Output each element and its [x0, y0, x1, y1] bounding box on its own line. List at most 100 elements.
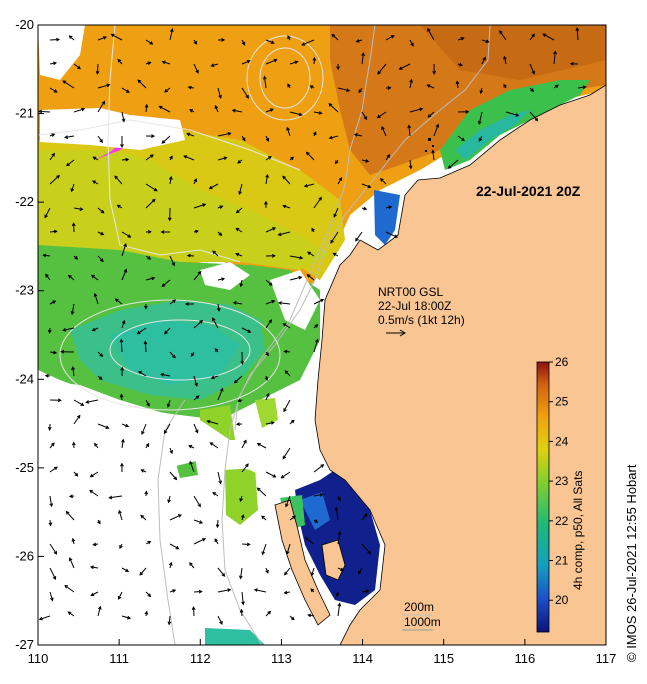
- current-vector: [408, 125, 411, 137]
- current-vector-head: [298, 112, 303, 117]
- current-vector-head: [71, 537, 76, 542]
- current-vector-head: [147, 229, 152, 234]
- current-vector-head: [365, 589, 370, 594]
- current-vector: [265, 39, 274, 44]
- current-vector: [241, 87, 249, 99]
- current-vector: [257, 443, 267, 449]
- current-vector-head: [271, 299, 276, 304]
- current-vector: [89, 490, 99, 497]
- current-vector-head: [44, 373, 49, 378]
- current-vector: [381, 126, 387, 137]
- current-vector-head: [335, 593, 340, 598]
- current-vector: [265, 471, 276, 478]
- current-vector-head: [194, 429, 199, 434]
- current-vector-head: [123, 268, 128, 273]
- current-vector-head: [227, 588, 232, 592]
- current-vector: [64, 585, 75, 593]
- current-vector-head: [239, 283, 244, 288]
- current-vector: [211, 63, 219, 67]
- current-vector-head: [267, 610, 272, 615]
- current-vectors: [38, 27, 587, 626]
- current-vector: [39, 110, 51, 113]
- current-vector-head: [377, 70, 381, 75]
- current-vector-head: [219, 620, 223, 625]
- current-vector-head: [100, 258, 104, 263]
- current-vector: [49, 39, 60, 41]
- y-tick-label: -25: [15, 460, 34, 475]
- current-vector-head: [141, 430, 145, 435]
- current-vector: [73, 415, 81, 425]
- current-vector-head: [90, 592, 95, 597]
- current-vector-head: [379, 177, 384, 182]
- current-vector: [286, 127, 291, 137]
- current-vector-head: [214, 348, 219, 352]
- current-vector: [456, 81, 459, 89]
- y-tick-label: -22: [15, 194, 34, 209]
- current-vector-head: [91, 327, 96, 332]
- colorbar-ticks: 20 21 22 23 24 25 26: [549, 355, 569, 607]
- current-vector-head: [116, 204, 121, 209]
- current-vector-head: [70, 188, 75, 193]
- current-vector-head: [119, 393, 124, 398]
- current-vector-head: [267, 156, 272, 160]
- current-vector-head: [287, 83, 291, 88]
- current-vector: [278, 231, 291, 236]
- current-vector: [265, 279, 273, 286]
- current-legend-time: 22-Jul 18:00Z: [378, 299, 451, 313]
- current-vector-head: [299, 255, 304, 260]
- current-vector-head: [90, 274, 95, 279]
- current-vector-head: [435, 123, 440, 128]
- current-vector: [328, 103, 339, 113]
- current-vector-head: [45, 273, 49, 278]
- current-vector: [286, 543, 291, 554]
- current-vector-head: [340, 567, 345, 571]
- current-vector-head: [170, 28, 174, 33]
- current-vector-head: [328, 135, 333, 140]
- current-vector-head: [216, 307, 221, 312]
- current-vector: [361, 590, 369, 593]
- current-vector: [207, 420, 219, 425]
- current-vector-head: [318, 196, 322, 201]
- current-vector: [313, 197, 322, 209]
- current-vector: [169, 351, 176, 358]
- current-vector: [121, 615, 131, 619]
- current-vector-head: [210, 63, 215, 68]
- current-vector: [114, 175, 123, 185]
- current-vector: [305, 537, 315, 545]
- current-vector-head: [427, 27, 431, 32]
- current-vector: [121, 269, 127, 281]
- current-vector-head: [199, 319, 204, 324]
- current-vector-head: [172, 354, 176, 359]
- current-vector-head: [189, 460, 193, 465]
- current-vector-head: [268, 282, 273, 286]
- current-vector-head: [143, 340, 148, 345]
- colorbar-tick-label: 21: [555, 554, 569, 568]
- current-vector-head: [292, 515, 297, 520]
- current-vector-head: [367, 550, 372, 555]
- current-vector-head: [272, 474, 277, 478]
- current-vector: [241, 463, 249, 473]
- current-vector: [145, 104, 148, 113]
- current-vector: [282, 176, 291, 185]
- current-vector-head: [240, 360, 245, 365]
- current-vector-head: [286, 126, 290, 131]
- current-vector: [304, 183, 315, 187]
- current-vector-head: [346, 88, 351, 92]
- current-vector: [69, 557, 75, 569]
- current-vector: [217, 157, 227, 161]
- current-vector-head: [139, 571, 144, 576]
- current-vector-head: [304, 537, 309, 541]
- current-vector-head: [330, 239, 334, 244]
- current-vector-head: [223, 156, 228, 161]
- current-vector-head: [482, 56, 486, 61]
- current-vector-head: [212, 250, 217, 255]
- current-vector-head: [427, 114, 432, 118]
- current-vector: [217, 589, 231, 593]
- current-vector: [542, 33, 555, 41]
- current-vector: [90, 471, 99, 478]
- current-vector-head: [89, 489, 94, 494]
- current-vector-head: [51, 442, 55, 447]
- current-vector-head: [160, 372, 165, 377]
- current-vector: [164, 87, 171, 93]
- current-vector: [361, 159, 369, 162]
